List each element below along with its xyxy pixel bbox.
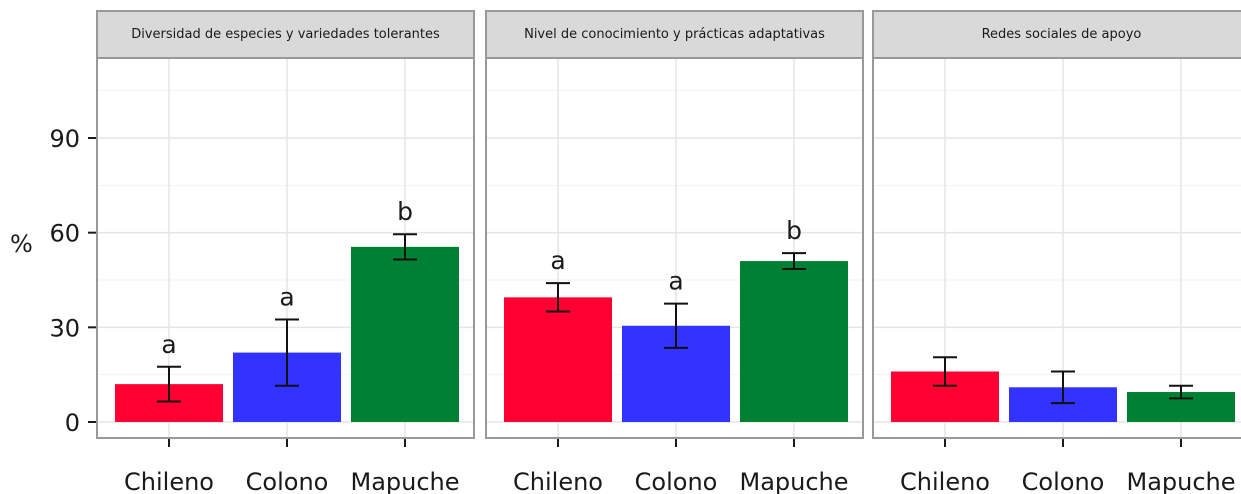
panel-title: Diversidad de especies y variedades tole… bbox=[131, 27, 440, 42]
category-label: Mapuche bbox=[350, 468, 459, 494]
y-tick-label: 30 bbox=[49, 314, 80, 342]
category-label: Mapuche bbox=[739, 468, 848, 494]
significance-letter: a bbox=[668, 267, 683, 296]
panel-1: a Chileno a Colono b Mapuche Diversidad de esp… bbox=[96, 10, 475, 494]
category-label: Colono bbox=[635, 468, 718, 494]
category-label: Chileno bbox=[513, 468, 603, 494]
y-axis: 0 30 60 90 bbox=[49, 125, 97, 437]
panel-3: Chileno Colono Mapuche Redes sociales de ap… bbox=[872, 10, 1241, 494]
strip-header bbox=[872, 10, 1241, 59]
strip-header bbox=[96, 10, 475, 59]
category-label: Chileno bbox=[124, 468, 214, 494]
y-axis-label: % bbox=[10, 230, 33, 258]
panels: a Chileno a Colono b Mapuche Diversidad de esp… bbox=[96, 10, 1241, 494]
panel-2: a Chileno a Colono b Mapuche Nivel de conocimi… bbox=[485, 10, 864, 494]
y-tick-label: 0 bbox=[65, 409, 80, 437]
significance-letter: b bbox=[786, 216, 802, 245]
bar-mapuche bbox=[740, 261, 848, 422]
strip-header bbox=[485, 10, 864, 59]
significance-letter: a bbox=[550, 246, 565, 275]
panel-title: Redes sociales de apoyo bbox=[982, 27, 1142, 42]
category-label: Colono bbox=[246, 468, 329, 494]
significance-letter: b bbox=[397, 197, 413, 226]
significance-letter: a bbox=[161, 330, 176, 359]
y-tick-label: 60 bbox=[49, 220, 80, 248]
panel-title: Nivel de conocimiento y prácticas adapta… bbox=[524, 27, 825, 42]
y-tick-label: 90 bbox=[49, 125, 80, 153]
bar-chileno bbox=[504, 297, 612, 422]
category-label: Mapuche bbox=[1126, 468, 1235, 494]
significance-letter: a bbox=[279, 282, 294, 311]
bar-mapuche bbox=[351, 246, 459, 422]
category-label: Chileno bbox=[900, 468, 990, 494]
category-label: Colono bbox=[1022, 468, 1105, 494]
